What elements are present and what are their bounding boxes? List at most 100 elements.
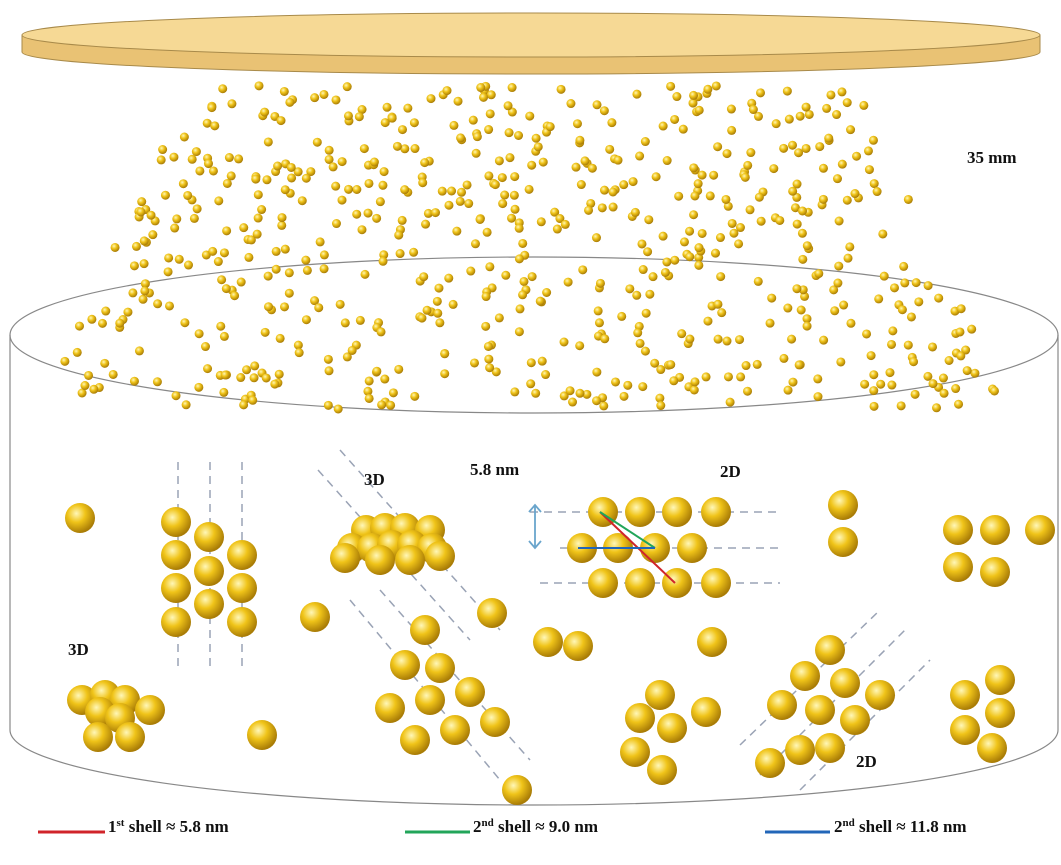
particle bbox=[546, 122, 555, 131]
nanoparticle bbox=[480, 707, 510, 737]
particle bbox=[685, 335, 694, 344]
particle bbox=[689, 91, 698, 100]
particle bbox=[713, 300, 722, 309]
particle bbox=[575, 389, 584, 398]
particle bbox=[482, 292, 491, 301]
particle bbox=[148, 230, 157, 239]
particle bbox=[505, 153, 514, 162]
particle bbox=[619, 180, 628, 189]
particle bbox=[716, 272, 725, 281]
nanoparticle bbox=[588, 497, 618, 527]
particle bbox=[170, 224, 179, 233]
particle bbox=[594, 306, 603, 315]
particle bbox=[876, 380, 885, 389]
particle bbox=[419, 272, 428, 281]
particle bbox=[195, 329, 204, 338]
particle bbox=[846, 125, 855, 134]
particle bbox=[400, 185, 409, 194]
particle bbox=[234, 154, 243, 163]
particle bbox=[669, 376, 678, 385]
particle bbox=[209, 166, 218, 175]
particle bbox=[352, 185, 361, 194]
nanoparticle bbox=[840, 705, 870, 735]
nanoparticle bbox=[1025, 515, 1055, 545]
particle bbox=[194, 383, 203, 392]
particle bbox=[360, 144, 369, 153]
particle bbox=[672, 92, 681, 101]
particle bbox=[695, 106, 704, 115]
particle bbox=[670, 115, 679, 124]
particle bbox=[433, 297, 442, 306]
nanoparticle bbox=[662, 568, 692, 598]
particle bbox=[712, 81, 721, 90]
particle bbox=[528, 272, 537, 281]
particle bbox=[869, 386, 878, 395]
particle bbox=[870, 179, 879, 188]
particle bbox=[670, 256, 679, 265]
particle bbox=[862, 329, 871, 338]
nanoparticle bbox=[115, 722, 145, 752]
particle bbox=[788, 141, 797, 150]
particle bbox=[542, 288, 551, 297]
particle bbox=[365, 394, 374, 403]
nanoparticle bbox=[400, 725, 430, 755]
particle bbox=[440, 369, 449, 378]
particle bbox=[338, 157, 347, 166]
particle bbox=[526, 379, 535, 388]
particle bbox=[819, 164, 828, 173]
particle bbox=[722, 149, 731, 158]
particle bbox=[518, 239, 527, 248]
particle bbox=[356, 316, 365, 325]
particle bbox=[711, 249, 720, 258]
particle bbox=[814, 269, 823, 278]
nanoparticle bbox=[647, 755, 677, 785]
particle bbox=[666, 360, 675, 369]
particle bbox=[788, 187, 797, 196]
particle bbox=[928, 342, 937, 351]
particle bbox=[469, 116, 478, 125]
particle bbox=[310, 93, 319, 102]
particle bbox=[844, 254, 853, 263]
particle bbox=[575, 341, 584, 350]
particle bbox=[852, 152, 861, 161]
particle bbox=[939, 374, 948, 383]
particle bbox=[175, 255, 184, 264]
particle bbox=[742, 361, 751, 370]
particle bbox=[514, 131, 523, 140]
nanoparticle bbox=[227, 573, 257, 603]
particle bbox=[139, 295, 148, 304]
particle bbox=[218, 84, 227, 93]
particle bbox=[471, 239, 480, 248]
particle bbox=[225, 153, 234, 162]
particle bbox=[207, 103, 216, 112]
nanoparticle bbox=[390, 650, 420, 680]
particle bbox=[661, 268, 670, 277]
nanoparticle bbox=[985, 698, 1015, 728]
particle bbox=[797, 306, 806, 315]
particle bbox=[180, 132, 189, 141]
particle bbox=[261, 328, 270, 337]
nanoparticle bbox=[677, 533, 707, 563]
particle bbox=[698, 229, 707, 238]
particle bbox=[639, 265, 648, 274]
particle bbox=[179, 179, 188, 188]
particle bbox=[755, 193, 764, 202]
particle bbox=[600, 106, 609, 115]
particle bbox=[484, 171, 493, 180]
particle bbox=[592, 233, 601, 242]
nanoparticle bbox=[980, 515, 1010, 545]
particle bbox=[485, 262, 494, 271]
particle bbox=[388, 114, 397, 123]
particle bbox=[843, 196, 852, 205]
particle bbox=[298, 196, 307, 205]
particle bbox=[135, 346, 144, 355]
particle bbox=[184, 261, 193, 270]
particle bbox=[180, 318, 189, 327]
particle bbox=[364, 179, 373, 188]
particle bbox=[84, 371, 93, 380]
particle bbox=[736, 372, 745, 381]
particle bbox=[183, 191, 192, 200]
particle bbox=[819, 195, 828, 204]
particle bbox=[495, 156, 504, 165]
particle bbox=[254, 214, 263, 223]
